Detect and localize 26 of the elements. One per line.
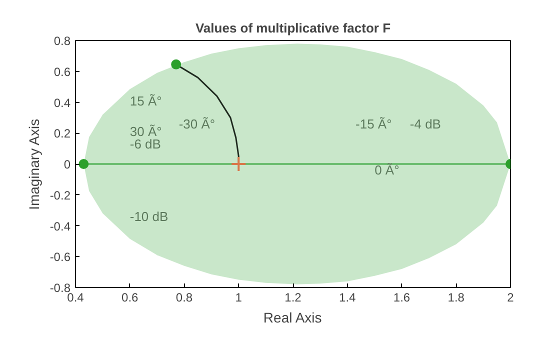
annotation: -30 Ã° [178,116,216,132]
y-tick-label: 0.4 [54,96,71,110]
x-tick-label: 1.8 [448,290,465,304]
annotation: -10 dB [130,209,168,224]
x-tick-label: 0.6 [122,290,139,304]
x-axis-title: Real Axis [263,310,322,326]
y-tick-label: 0.2 [54,126,71,141]
y-tick-label: 0.6 [54,64,71,79]
annotation: 15 Ã° [130,93,162,108]
y-tick-label: -0.2 [50,188,71,202]
x-tick-label: 0.8 [176,290,193,304]
y-tick-label: 0 [64,158,71,172]
x-tick-label: 1.4 [339,290,356,304]
y-tick-label: -0.4 [50,219,71,234]
annotation: -15 Ã° [356,116,392,132]
y-tick-label: 0.8 [54,34,71,48]
x-tick-label: 2 [507,290,514,304]
y-axis-title: Imaginary Axis [26,118,42,210]
chart-title: Values of multiplicative factor F [195,20,391,36]
annotation: 0 Ã° [374,162,400,178]
x-tick-label: 1.2 [284,290,302,304]
x-tick-label: 1.6 [393,290,410,304]
x-tick-label: 1 [235,290,242,304]
annotation: -4 dB [410,116,441,132]
x-tick-label: 0.4 [67,290,84,304]
y-tick-label: -0.6 [50,250,71,264]
